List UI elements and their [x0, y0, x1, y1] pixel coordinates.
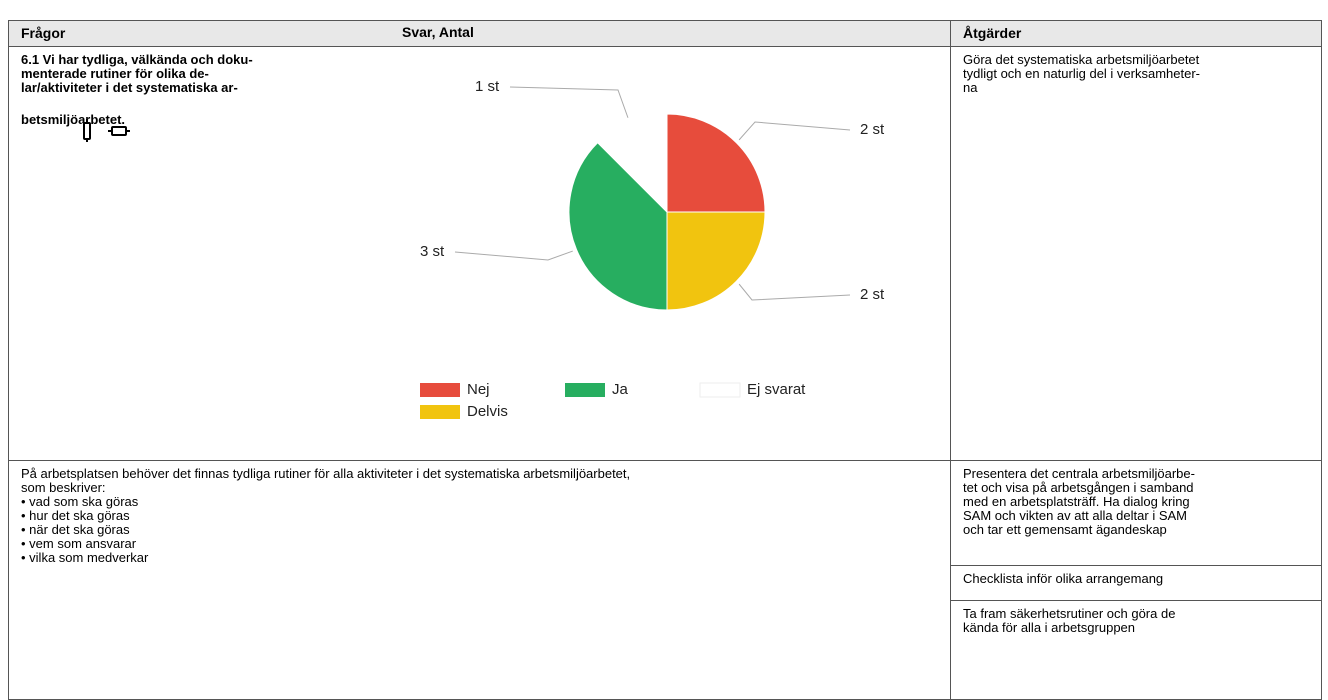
data-label: 2 st [860, 286, 885, 303]
data-label: 3 st [420, 243, 445, 260]
leader-line [509, 86, 629, 118]
text-line: Checklista inför olika arrangemang [963, 571, 1164, 586]
legend-swatch [565, 383, 605, 397]
header-text: Svar, Antal [402, 24, 474, 40]
text-line: Göra det systematiska arbetsmiljöarbetet [963, 52, 1200, 67]
icons [83, 119, 130, 142]
text-line: • när det ska göras [21, 522, 130, 537]
data-label: 1 st [475, 78, 500, 95]
text-line: • vad som ska göras [21, 494, 139, 509]
header-cell: Åtgärder [950, 20, 1322, 47]
leader-line [738, 121, 851, 141]
text-line: tydligt och en naturlig del i verksamhet… [963, 66, 1201, 81]
text-line: lar/aktiviteter i det systematiska ar- [21, 80, 238, 95]
text-line: med en arbetsplatsträff. Ha dialog kring [963, 494, 1190, 509]
action-cell: Göra det systematiska arbetsmiljöarbetet… [950, 46, 1322, 461]
text-line: • hur det ska göras [21, 508, 130, 523]
text-line: 6.1 Vi har tydliga, välkända och doku- [21, 52, 253, 67]
text-line: tet och visa på arbetsgången i samband [963, 480, 1194, 495]
text-line: Presentera det centrala arbetsmiljöarbe- [963, 466, 1195, 481]
header-text: Åtgärder [963, 25, 1022, 41]
pie-slice [568, 141, 668, 311]
leader-line [454, 250, 573, 261]
data-label: 2 st [860, 121, 885, 138]
legend-swatch [420, 405, 460, 419]
action-cell: Presentera det centrala arbetsmiljöarbe-… [950, 460, 1322, 566]
header-cell: Svar, Antal [390, 20, 590, 47]
text-line: betsmiljöarbetet. [21, 112, 126, 127]
text-line: • vem som ansvarar [21, 536, 137, 551]
legend-label: Delvis [467, 403, 508, 420]
legend-swatch [420, 383, 460, 397]
pie-slice [666, 113, 766, 213]
text-line: och tar ett gemensamt ägandeskap [963, 522, 1167, 537]
text-line: kända för alla i arbetsgruppen [963, 620, 1136, 635]
text-line: na [963, 80, 978, 95]
header-cell: Frågor [8, 20, 951, 47]
pie-slice [596, 113, 668, 214]
text-line: SAM och vikten av att alla deltar i SAM [963, 508, 1187, 523]
text-line: På arbetsplatsen behöver det finnas tydl… [21, 466, 631, 481]
legend-label: Nej [467, 381, 490, 398]
text-line: menterade rutiner för olika de- [21, 66, 209, 81]
legend-label: Ja [612, 381, 629, 398]
legend-label: Ej svarat [747, 381, 806, 398]
pie-slice [666, 211, 766, 311]
text-line: • vilka som medverkar [21, 550, 149, 565]
header-text: Frågor [21, 25, 66, 41]
legend-swatch [699, 382, 741, 398]
text-line: Ta fram säkerhetsrutiner och göra de [963, 606, 1176, 621]
leader-line [738, 283, 851, 301]
text-line: som beskriver: [21, 480, 106, 495]
